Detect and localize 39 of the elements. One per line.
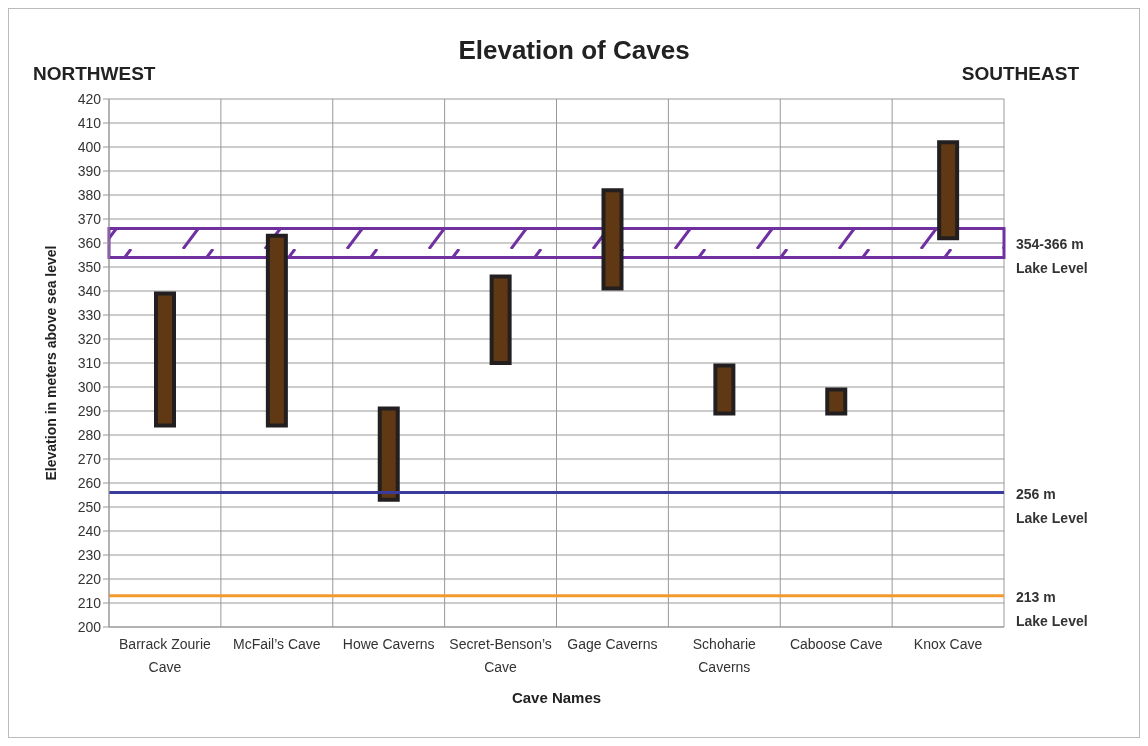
y-tick-label: 340 xyxy=(77,282,102,299)
x-tick-label: Schoharie Caverns xyxy=(692,636,757,675)
x-tick-label: Gage Caverns xyxy=(567,636,658,652)
y-tick-label: 390 xyxy=(77,162,102,179)
ref-line-label: 213 m Lake Level xyxy=(1016,588,1088,629)
x-tick-label: Knox Cave xyxy=(913,636,983,652)
y-tick-label: 350 xyxy=(77,258,102,275)
text: SOUTHEAST xyxy=(961,63,1079,85)
x-tick-label: Secret-Benson’s Cave xyxy=(449,636,552,675)
ref-line-label: 256 m Lake Level xyxy=(1016,485,1088,526)
band-label: 354-366 m Lake Level xyxy=(1016,236,1088,276)
y-tick-label: 400 xyxy=(77,138,102,155)
y-tick-label: 410 xyxy=(77,114,102,131)
x-tick-label: Barrack Zourie Cave xyxy=(119,636,212,675)
y-tick-label: 380 xyxy=(77,186,102,203)
y-tick-label: 230 xyxy=(77,546,102,563)
y-tick-label: 420 xyxy=(77,90,102,107)
y-tick-label: 320 xyxy=(77,330,102,347)
text: NORTHWEST xyxy=(33,63,156,85)
x-tick-label: Caboose Cave xyxy=(789,636,883,652)
y-tick-label: 200 xyxy=(77,618,102,635)
y-tick-label: 370 xyxy=(77,210,102,227)
y-tick-label: 240 xyxy=(77,522,102,539)
y-tick-label: 210 xyxy=(77,594,102,611)
x-tick-label: Howe Caverns xyxy=(342,636,435,652)
y-tick-label: 220 xyxy=(77,570,102,587)
y-axis-title: Elevation in meters above sea level xyxy=(42,245,59,481)
y-tick-label: 270 xyxy=(77,450,102,467)
y-tick-label: 290 xyxy=(77,402,102,419)
y-tick-label: 310 xyxy=(77,354,102,371)
y-tick-label: 360 xyxy=(77,234,102,251)
x-axis-title: Cave Names xyxy=(511,689,602,706)
chart-title: Elevation of Caves xyxy=(458,35,690,65)
y-tick-label: 280 xyxy=(77,426,102,443)
y-tick-label: 260 xyxy=(77,474,102,491)
y-tick-label: 330 xyxy=(77,306,102,323)
x-tick-label: McFail’s Cave xyxy=(232,636,321,652)
y-tick-label: 300 xyxy=(77,378,102,395)
y-tick-label: 250 xyxy=(77,498,102,515)
